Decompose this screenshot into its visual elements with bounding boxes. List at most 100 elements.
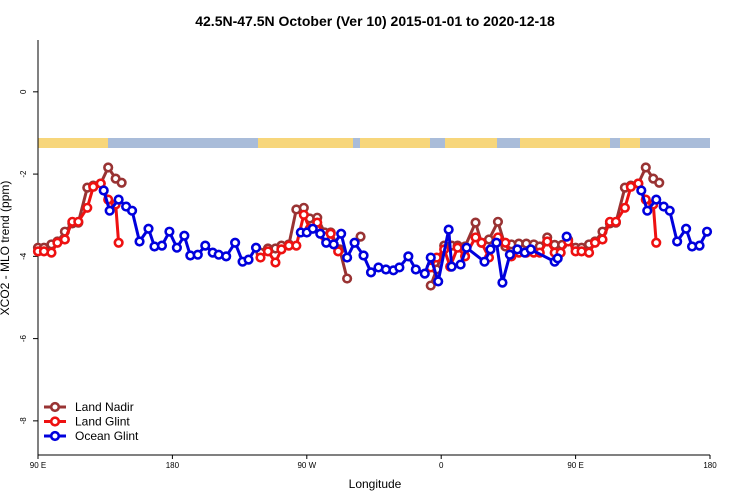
- data-point: [694, 240, 705, 251]
- data-point: [461, 242, 472, 253]
- data-point: [270, 257, 281, 268]
- data-point: [276, 244, 287, 255]
- data-point: [358, 250, 369, 261]
- data-point: [298, 209, 309, 220]
- data-point: [403, 251, 414, 262]
- data-point: [113, 194, 124, 205]
- data-point: [200, 240, 211, 251]
- land-strip: [445, 138, 497, 148]
- data-point: [113, 237, 124, 248]
- data-point: [470, 217, 481, 228]
- land-strip: [520, 138, 610, 148]
- data-point: [342, 252, 353, 263]
- data-point: [654, 177, 665, 188]
- x-tick-label: 90 W: [297, 461, 316, 470]
- data-point: [307, 223, 318, 234]
- data-point: [470, 232, 481, 243]
- data-point: [291, 240, 302, 251]
- data-point: [46, 247, 57, 258]
- data-point: [342, 273, 353, 284]
- data-point: [476, 237, 487, 248]
- y-tick-label: -6: [19, 335, 28, 343]
- data-point: [651, 194, 662, 205]
- data-point: [425, 280, 436, 291]
- data-point: [681, 223, 692, 234]
- data-point: [349, 237, 360, 248]
- data-point: [82, 202, 93, 213]
- data-point: [126, 205, 138, 216]
- data-point: [262, 246, 274, 257]
- data-point: [642, 205, 653, 216]
- y-tick-label: 0: [19, 89, 28, 94]
- data-point: [610, 216, 622, 227]
- data-point: [597, 234, 608, 245]
- data-point: [701, 226, 713, 237]
- land-strip: [258, 138, 353, 148]
- data-point: [433, 276, 444, 287]
- data-point: [425, 252, 436, 263]
- data-point: [333, 246, 344, 257]
- data-point: [664, 205, 675, 216]
- data-point: [394, 262, 405, 273]
- data-point: [542, 236, 553, 247]
- data-point: [98, 185, 109, 196]
- y-tick-label: -8: [19, 417, 28, 425]
- y-axis-label: XCO2 - MLO trend (ppm): [0, 181, 12, 316]
- legend-label: Ocean Glint: [75, 429, 139, 443]
- data-point: [192, 249, 203, 260]
- data-point: [315, 228, 326, 239]
- data-point: [561, 231, 572, 242]
- data-point: [443, 224, 454, 235]
- data-point: [103, 162, 114, 173]
- data-point: [179, 230, 190, 241]
- data-point: [410, 264, 421, 275]
- data-point: [497, 277, 508, 288]
- data-point: [73, 216, 84, 227]
- data-point: [651, 237, 662, 248]
- data-point: [221, 251, 232, 262]
- data-point: [492, 216, 504, 227]
- y-tick-label: -2: [19, 170, 28, 178]
- legend-label: Land Glint: [75, 415, 130, 429]
- data-point: [552, 253, 563, 264]
- land-strip: [360, 138, 430, 148]
- data-point: [619, 202, 630, 213]
- x-axis-label: Longitude: [349, 477, 402, 491]
- data-point: [134, 236, 145, 247]
- data-point: [243, 254, 254, 265]
- x-tick-label: 180: [166, 461, 180, 470]
- data-point: [365, 267, 377, 278]
- data-point: [104, 205, 115, 216]
- data-point: [525, 244, 536, 255]
- data-point: [491, 237, 502, 248]
- data-point: [59, 234, 70, 245]
- data-point: [479, 256, 490, 267]
- data-point: [171, 242, 182, 253]
- data-point: [504, 249, 515, 260]
- x-tick-label: 180: [703, 461, 717, 470]
- land-mask: [38, 138, 710, 148]
- chart-title: 42.5N-47.5N October (Ver 10) 2015-01-01 …: [195, 13, 555, 29]
- y-tick-label: -4: [19, 252, 28, 260]
- x-tick-label: 90 E: [567, 461, 583, 470]
- data-point: [328, 239, 339, 250]
- legend-marker: [49, 416, 61, 427]
- x-tick-label: 90 E: [30, 461, 46, 470]
- data-point: [325, 228, 336, 239]
- data-point: [250, 242, 262, 253]
- data-point: [355, 231, 366, 242]
- legend-marker: [49, 401, 61, 413]
- data-point: [156, 240, 168, 251]
- data-point: [419, 268, 430, 279]
- data-point: [500, 237, 511, 248]
- data-point: [455, 259, 466, 270]
- x-tick-label: 0: [439, 461, 444, 470]
- data-point: [336, 228, 347, 239]
- data-point: [640, 162, 651, 173]
- legend-marker: [49, 430, 61, 442]
- land-strip: [38, 138, 108, 148]
- data-point: [230, 237, 241, 248]
- land-strip: [620, 138, 640, 148]
